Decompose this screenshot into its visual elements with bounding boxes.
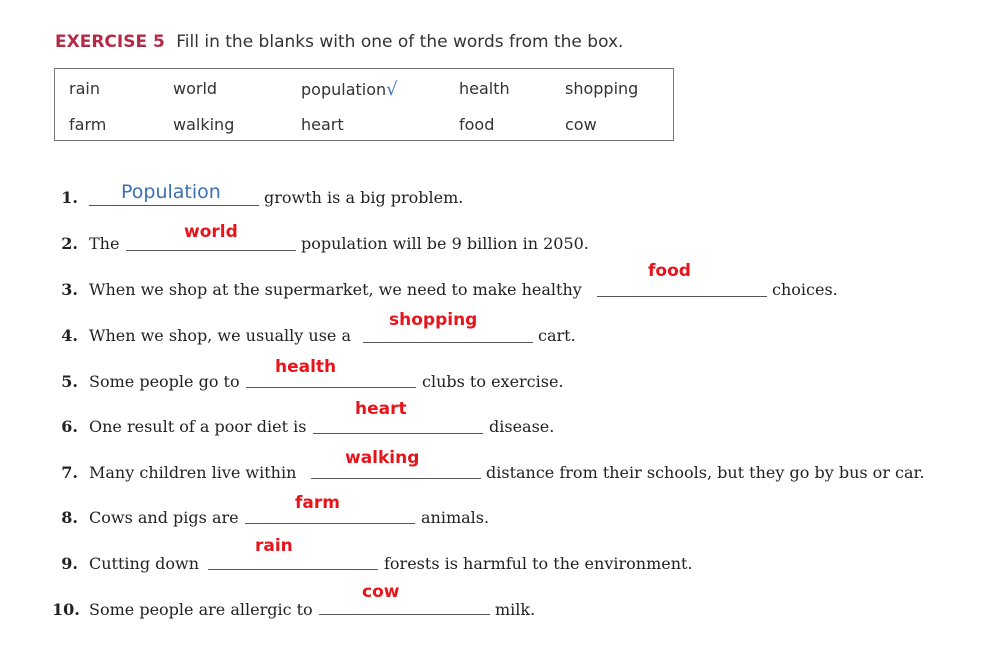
item-text-after: disease.: [489, 417, 555, 436]
answer-blank[interactable]: [311, 478, 481, 479]
answer-red: walking: [345, 448, 420, 468]
word-farm: farm: [69, 115, 107, 134]
word-shopping: shopping: [565, 79, 639, 98]
word-world: world: [173, 79, 218, 98]
item-text-before: Some people are allergic to: [89, 600, 313, 619]
answer-red: farm: [295, 493, 340, 513]
item-text-before: Cows and pigs are: [89, 508, 239, 527]
item-number: 2.: [61, 234, 78, 253]
exercise-instructions: Fill in the blanks with one of the words…: [176, 32, 624, 52]
item-text-before: When we shop, we usually use a: [89, 326, 351, 345]
answer-blank[interactable]: [245, 523, 415, 524]
item-number: 9.: [61, 554, 78, 573]
item-number: 7.: [61, 463, 78, 482]
item-number: 3.: [61, 280, 78, 299]
word-walking: walking: [173, 115, 235, 134]
answer-blank[interactable]: [208, 569, 378, 570]
answer-handwritten: Population: [121, 181, 221, 203]
word-cow: cow: [565, 115, 597, 134]
item-text-before: One result of a poor diet is: [89, 417, 307, 436]
item-text-after: clubs to exercise.: [422, 372, 564, 391]
item-text-after: population will be 9 billion in 2050.: [301, 234, 589, 253]
exercise-heading: EXERCISE 5 Fill in the blanks with one o…: [55, 32, 623, 52]
answer-red: food: [648, 261, 691, 281]
item-text-after: growth is a big problem.: [264, 188, 464, 207]
item-text-before: Cutting down: [89, 554, 200, 573]
item-text-before: When we shop at the supermarket, we need…: [89, 280, 582, 299]
answer-blank[interactable]: [126, 250, 296, 251]
item-number: 8.: [61, 508, 78, 527]
exercise-label: EXERCISE 5: [55, 32, 165, 52]
word-box: rain world population√ health shopping f…: [54, 68, 674, 141]
answer-red: heart: [355, 399, 407, 419]
answer-red: health: [275, 357, 337, 377]
answer-blank[interactable]: [363, 342, 533, 343]
word-food: food: [459, 115, 495, 134]
item-text-before: Many children live within: [89, 463, 297, 482]
answer-red: rain: [255, 536, 293, 556]
item-number: 1.: [61, 188, 78, 207]
answer-blank[interactable]: [246, 387, 416, 388]
answer-blank[interactable]: [89, 205, 259, 206]
item-number: 10.: [52, 600, 80, 619]
item-text-after: milk.: [495, 600, 536, 619]
item-text-before: Some people go to: [89, 372, 240, 391]
answer-blank[interactable]: [319, 614, 490, 615]
item-number: 5.: [61, 372, 78, 391]
item-text-after: forests is harmful to the environment.: [384, 554, 693, 573]
word-population: population√: [301, 79, 398, 100]
item-number: 6.: [61, 417, 78, 436]
answer-blank[interactable]: [313, 433, 483, 434]
item-text-after: animals.: [421, 508, 490, 527]
item-text-after: cart.: [538, 326, 576, 345]
item-text-before: The: [89, 234, 120, 253]
answer-red: cow: [362, 582, 400, 602]
item-number: 4.: [61, 326, 78, 345]
word-rain: rain: [69, 79, 100, 98]
item-text-after: choices.: [772, 280, 838, 299]
check-mark-icon: √: [386, 79, 398, 100]
item-text-after: distance from their schools, but they go…: [486, 463, 925, 482]
answer-blank[interactable]: [597, 296, 767, 297]
answer-red: shopping: [389, 310, 478, 330]
word-health: health: [459, 79, 510, 98]
answer-red: world: [184, 222, 238, 242]
word-heart: heart: [301, 115, 344, 134]
